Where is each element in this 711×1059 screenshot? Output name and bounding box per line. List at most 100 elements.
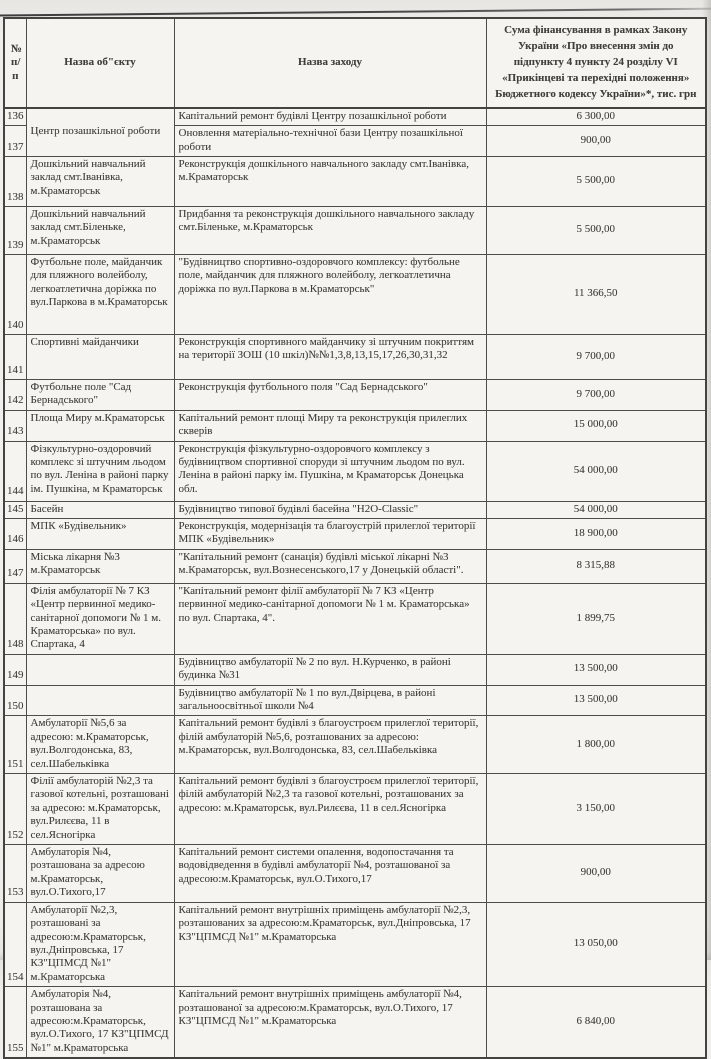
funding-amount-cell: 6 840,00	[485, 986, 707, 1059]
row-number-cell: 145	[3, 500, 27, 519]
header-funding-amount: Сума фінансування в рамках Закону Україн…	[485, 17, 707, 109]
row-number-cell: 154	[3, 901, 27, 988]
object-name-cell: Філії амбулаторій №2,3 та газової котель…	[25, 773, 175, 846]
table-row: 144 Фізкультурно-оздоровчий комплекс зі ш…	[3, 440, 707, 502]
row-number-cell: 151	[3, 715, 27, 775]
header-object-name: Назва об"єкту	[25, 17, 175, 109]
table-row: 150 Будівництво амбулаторії № 1 по вул.Дв…	[3, 684, 707, 717]
measure-name-cell: Придбання та реконструкція дошкільного н…	[173, 205, 487, 255]
object-name-cell: Басейн	[25, 500, 175, 519]
funding-amount-cell: 11 366,50	[485, 253, 707, 335]
object-name-cell: Амбулаторія №4, розташована за адресою м…	[25, 844, 175, 903]
measure-name-cell: "Капітальний ремонт (санація) будівлі мі…	[173, 548, 487, 584]
measure-name-cell: Капітальний ремонт системи опалення, вод…	[173, 844, 487, 903]
object-name-cell: Амбулаторія №4, розташована за адресою:м…	[25, 986, 175, 1059]
measure-name-cell: Капітальний ремонт будівлі з благоустроє…	[173, 715, 487, 775]
row-number-cell: 152	[3, 773, 27, 846]
table-row: 139 Дошкільний навчальний заклад смт.Біле…	[3, 205, 707, 255]
measure-name-cell: Капітальний ремонт площі Миру та реконст…	[173, 409, 487, 442]
object-name-cell: Амбулаторії №5,6 за адресою: м.Краматорс…	[25, 715, 175, 775]
object-name-cell: Міська лікарня №3 м.Краматорськ	[25, 548, 175, 584]
funding-amount-cell: 8 315,88	[485, 548, 707, 584]
table-row: 154 Амбулаторії №2,3, розташовані за адре…	[3, 901, 707, 988]
measure-name-cell: Капітальний ремонт будівлі з благоустроє…	[173, 773, 487, 846]
funding-amount-cell: 1 899,75	[485, 582, 707, 655]
row-number-cell: 136	[3, 107, 27, 127]
row-number-cell: 155	[3, 986, 27, 1059]
funding-amount-cell: 54 000,00	[485, 500, 707, 519]
table-row: 148 Філія амбулаторії № 7 КЗ «Центр перви…	[3, 582, 707, 655]
object-name-cell: МПК «Будівельник»	[25, 517, 175, 550]
table-row: 151 Амбулаторії №5,6 за адресою: м.Крамат…	[3, 715, 707, 775]
measure-name-cell: Реконструкція фізкультурно-оздоровчого к…	[173, 440, 487, 502]
row-number-cell: 143	[3, 409, 27, 442]
object-name-cell: Фізкультурно-оздоровчий комплекс зі штуч…	[25, 440, 175, 502]
row-number-cell: 139	[3, 205, 27, 255]
measure-name-cell: Будівництво амбулаторії № 2 по вул. Н.Ку…	[173, 653, 487, 686]
scan-artifact-line	[0, 7, 711, 17]
measure-name-cell: Будівництво типової будівлі басейна "H2O…	[173, 500, 487, 519]
funding-amount-cell: 13 500,00	[485, 653, 707, 686]
table-row: 141 Спортивні майданчики Реконструкція спо…	[3, 333, 707, 380]
funding-amount-cell: 900,00	[485, 125, 707, 157]
table-row: 147 Міська лікарня №3 м.Краматорськ "Капіт…	[3, 548, 707, 584]
header-number-line2: п/п	[11, 56, 21, 82]
header-number-line1: №	[11, 42, 23, 55]
funding-amount-cell: 5 500,00	[485, 155, 707, 207]
measure-name-cell: "Будівництво спортивно-оздоровчого компл…	[173, 253, 487, 335]
object-name-cell	[25, 653, 175, 686]
funding-amount-cell: 54 000,00	[485, 440, 707, 502]
measure-name-cell: Реконструкція футбольного поля "Сад Берн…	[173, 378, 487, 411]
funding-amount-cell: 1 800,00	[485, 715, 707, 775]
measure-name-cell: "Капітальний ремонт філії амбулаторії № …	[173, 582, 487, 655]
funding-amount-cell: 9 700,00	[485, 378, 707, 411]
object-name-cell: Філія амбулаторії № 7 КЗ «Центр первинно…	[25, 582, 175, 655]
table-header: № п/п Назва об"єкту Назва заходу Сума фі…	[3, 17, 707, 109]
funding-amount-cell: 9 700,00	[485, 333, 707, 380]
table-row: 145 Басейн Будівництво типової будівлі бас…	[3, 500, 707, 519]
object-name-cell: Дошкільний навчальний заклад смт.Біленьк…	[25, 205, 175, 255]
row-number-cell: 148	[3, 582, 27, 655]
table-row: 146 МПК «Будівельник» Реконструкція, модер…	[3, 517, 707, 550]
measure-name-cell: Реконструкція дошкільного навчального за…	[173, 155, 487, 207]
measure-name-cell: Будівництво амбулаторії № 1 по вул.Двірц…	[173, 684, 487, 717]
object-name-cell: Спортивні майданчики	[25, 333, 175, 380]
table-row: 140 Футбольне поле, майданчик для пляжног…	[3, 253, 707, 335]
table-row: 152 Філії амбулаторій №2,3 та газової кот…	[3, 773, 707, 846]
funding-table: № п/п Назва об"єкту Назва заходу Сума фі…	[3, 17, 707, 1059]
row-number-cell: 149	[3, 653, 27, 686]
funding-amount-cell: 900,00	[485, 844, 707, 903]
row-number-cell: 144	[3, 440, 27, 502]
row-number-cell: 141	[3, 333, 27, 380]
row-number-cell: 140	[3, 253, 27, 335]
funding-amount-cell: 5 500,00	[485, 205, 707, 255]
measure-name-cell: Капітальний ремонт будівлі Центру позашк…	[173, 107, 487, 127]
row-number-cell: 138	[3, 155, 27, 207]
table-row: 149 Будівництво амбулаторії № 2 по вул. Н…	[3, 653, 707, 686]
object-name-cell: Площа Миру м.Краматорськ	[25, 409, 175, 442]
row-number-cell: 146	[3, 517, 27, 550]
table-row: 136 Центр позашкільної роботи Капітальний …	[3, 107, 707, 157]
table-row: 153 Амбулаторія №4, розташована за адресо…	[3, 844, 707, 903]
funding-amount-cell: 6 300,00	[485, 107, 707, 127]
row-number-cell: 150	[3, 684, 27, 717]
row-number-cell: 142	[3, 378, 27, 411]
object-name-cell: Дошкільний навчальний заклад смт.Іванівк…	[25, 155, 175, 207]
object-name-cell	[25, 684, 175, 717]
object-name-cell: Футбольне поле, майданчик для пляжного в…	[25, 253, 175, 335]
funding-amount-cell: 3 150,00	[485, 773, 707, 846]
funding-amount-cell: 13 500,00	[485, 684, 707, 717]
object-name-cell: Центр позашкільної роботи	[25, 107, 175, 157]
table-body: 136 Центр позашкільної роботи Капітальний …	[3, 107, 707, 1059]
object-name-cell: Амбулаторії №2,3, розташовані за адресою…	[25, 901, 175, 988]
funding-amount-cell: 15 000,00	[485, 409, 707, 442]
measure-name-cell: Реконструкція спортивного майданчику зі …	[173, 333, 487, 380]
measure-name-cell: Реконструкція, модернізація та благоустр…	[173, 517, 487, 550]
object-name-cell: Футбольне поле "Сад Бернадського"	[25, 378, 175, 411]
funding-amount-cell: 13 050,00	[485, 901, 707, 988]
measure-name-cell: Капітальний ремонт внутрішніх приміщень …	[173, 901, 487, 988]
funding-amount-cell: 18 900,00	[485, 517, 707, 550]
header-row: № п/п Назва об"єкту Назва заходу Сума фі…	[3, 17, 707, 109]
measure-name-cell: Капітальний ремонт внутрішніх приміщень …	[173, 986, 487, 1059]
